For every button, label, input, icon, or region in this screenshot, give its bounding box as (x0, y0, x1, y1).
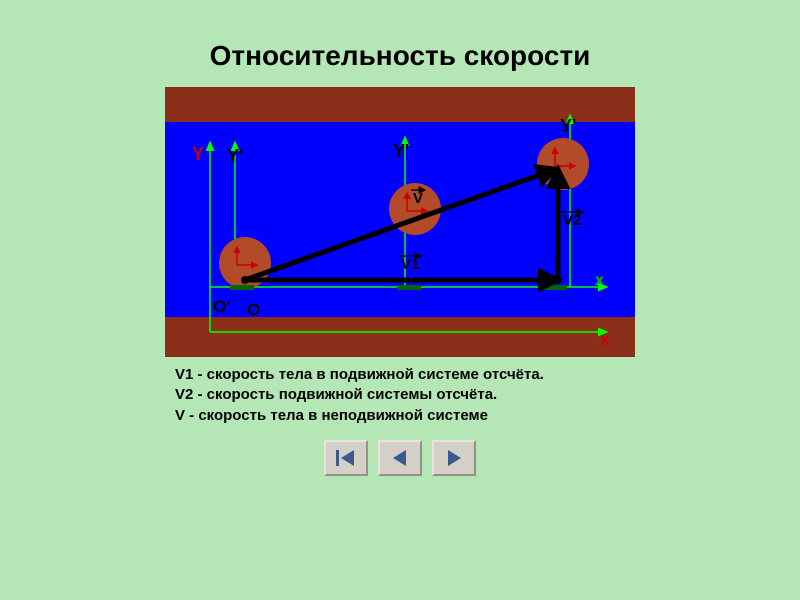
skip-back-icon (334, 448, 358, 468)
caption-block: V1 - скорость тела в подвижной системе о… (175, 365, 770, 426)
slide: Относительность скорости (0, 0, 800, 600)
caption-v2: V2 - скорость подвижной системы отсчёта. (175, 385, 770, 405)
nav-next-button[interactable] (432, 440, 476, 476)
svg-text:Y': Y' (227, 146, 243, 166)
svg-text:V: V (413, 190, 423, 207)
svg-text:x: x (595, 272, 604, 289)
svg-text:Y': Y' (393, 141, 409, 161)
svg-text:O': O' (213, 297, 230, 316)
svg-text:x: x (600, 329, 610, 349)
arrow-left-icon (388, 448, 412, 468)
nav-row (30, 440, 770, 476)
nav-prev-button[interactable] (378, 440, 422, 476)
svg-text:V1: V1 (401, 256, 419, 273)
caption-v-a: V - скорость тела в неподвижной системе (175, 406, 770, 426)
diagram-container: Y Y' Y' Y' V V1 V2 x x O' O (30, 87, 770, 357)
caption-v1: V1 - скорость тела в подвижной системе о… (175, 365, 770, 385)
svg-text:Y: Y (192, 144, 204, 164)
velocity-diagram: Y Y' Y' Y' V V1 V2 x x O' O (165, 87, 635, 357)
page-title: Относительность скорости (30, 40, 770, 72)
svg-text:Y': Y' (560, 116, 576, 136)
nav-first-button[interactable] (324, 440, 368, 476)
arrow-right-icon (442, 448, 466, 468)
svg-text:V2: V2 (563, 212, 581, 229)
svg-text:O: O (247, 300, 260, 319)
